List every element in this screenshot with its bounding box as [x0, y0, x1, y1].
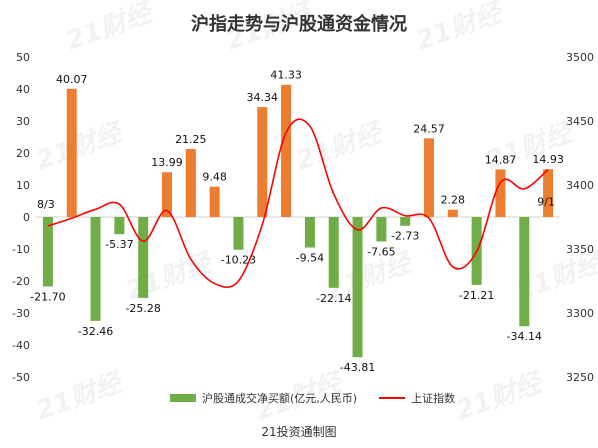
right-tick-label: 3350: [566, 243, 594, 256]
bar-12: [328, 217, 339, 288]
legend-bar-label: 沪股通成交净买额(亿元,人民币): [202, 392, 358, 405]
index-line: [47, 118, 549, 289]
right-tick-label: 3400: [566, 179, 594, 192]
bar-label-9: 34.34: [247, 91, 279, 104]
bar-label-3: -5.37: [105, 238, 133, 251]
bar-label-13: -43.81: [340, 361, 375, 374]
left-tick-label: 40: [16, 83, 30, 96]
left-tick-label: -30: [12, 307, 30, 320]
end-date-label: 9/1: [537, 196, 555, 209]
bar-8: [233, 217, 244, 250]
watermark-6: 21财经: [122, 247, 218, 306]
bar-label-21: 14.93: [532, 153, 564, 166]
bar-19: [495, 169, 506, 217]
bar-label-4: -25.28: [125, 302, 160, 315]
bar-label-10: 41.33: [270, 69, 302, 82]
legend-line-swatch: [379, 397, 406, 399]
legend-line-label: 上证指数: [411, 392, 456, 405]
bar-6: [185, 149, 196, 217]
left-tick-label: -20: [12, 275, 30, 288]
left-axis-ticks: 50 40 30 20 10 0 -10 -20 -30 -40 -50: [12, 51, 30, 384]
bar-17: [447, 209, 458, 217]
bar-20: [519, 217, 530, 327]
bar-value-labels: -21.70 40.07 -32.46 -5.37 -25.28 13.99 21.25 9.…: [30, 69, 564, 374]
left-tick-label: 20: [16, 147, 30, 160]
bar-label-1: 40.07: [56, 73, 88, 86]
bar-label-0: -21.70: [30, 290, 65, 303]
bar-7: [209, 186, 220, 217]
bar-3: [114, 217, 125, 235]
legend-item-line: 上证指数: [379, 390, 455, 406]
watermark-3: 21财经: [32, 117, 128, 176]
bar-11: [304, 217, 315, 248]
bar-label-2: -32.46: [78, 325, 113, 338]
bar-label-19: 14.87: [485, 153, 517, 166]
bar-13: [352, 217, 363, 358]
watermark-9: 21财经: [32, 367, 128, 426]
bar-label-18: -21.21: [459, 289, 494, 302]
bar-series: [42, 84, 554, 358]
bar-14: [376, 217, 387, 242]
bar-label-20: -34.14: [507, 330, 542, 343]
bar-2: [90, 217, 101, 321]
bar-label-17: 2.28: [441, 194, 466, 207]
right-tick-label: 3500: [566, 51, 594, 64]
bar-label-12: -22.14: [316, 292, 351, 305]
bar-9: [257, 107, 268, 217]
left-tick-label: -40: [12, 339, 30, 352]
bar-21: [543, 169, 554, 217]
right-axis-ticks: 3500 3450 3400 3350 3300 3250: [566, 51, 594, 384]
watermark-4: 21财经: [292, 117, 388, 176]
bar-label-15: -2.73: [391, 230, 419, 243]
left-tick-label: 10: [16, 179, 30, 192]
left-tick-label: 0: [23, 211, 30, 224]
bar-label-14: -7.65: [367, 245, 395, 258]
bar-label-6: 21.25: [175, 133, 207, 146]
bar-15: [400, 217, 411, 226]
bar-5: [162, 172, 172, 217]
bar-10: [281, 84, 292, 217]
right-tick-label: 3300: [566, 307, 594, 320]
left-tick-label: 50: [16, 51, 30, 64]
legend-item-bar: 沪股通成交净买额(亿元,人民币): [170, 390, 357, 406]
bar-1: [66, 88, 77, 217]
right-tick-label: 3450: [566, 115, 594, 128]
bar-label-16: 24.57: [413, 122, 445, 135]
left-tick-label: -10: [12, 243, 30, 256]
left-tick-label: 30: [16, 115, 30, 128]
source-note: 21投资通制图: [261, 425, 337, 439]
bar-4: [138, 217, 149, 298]
bar-label-7: 9.48: [202, 171, 227, 184]
watermark-5: 21财经: [482, 117, 578, 176]
start-date-label: 8/3: [37, 198, 55, 211]
left-tick-label: -50: [12, 371, 30, 384]
right-tick-label: 3250: [566, 371, 594, 384]
bar-label-11: -9.54: [296, 252, 324, 265]
bar-label-5: 13.99: [151, 156, 183, 169]
chart-title: 沪指走势与沪股通资金情况: [191, 14, 407, 35]
bar-16: [424, 138, 434, 217]
legend: 沪股通成交净买额(亿元,人民币) 上证指数: [170, 390, 477, 406]
bar-0: [42, 217, 53, 287]
legend-bar-swatch: [170, 394, 196, 402]
